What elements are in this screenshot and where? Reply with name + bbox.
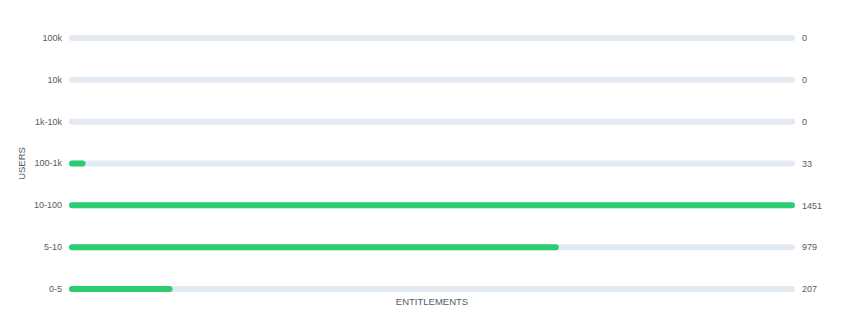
bar (69, 77, 70, 83)
track (69, 161, 795, 167)
tick-label: 10k (47, 75, 62, 85)
bar (69, 119, 70, 125)
bar (69, 286, 173, 292)
tick-label: 100-1k (34, 158, 62, 168)
track (69, 244, 795, 250)
data-label: 0 (802, 117, 807, 127)
tick: 5-10 (44, 242, 62, 252)
chart: 100k 10k 1k-10k 100-1k 10-100 5-10 0-5 0 0 0 33 145… (0, 0, 849, 321)
data-labels: 0 0 0 33 1451 979 207 (802, 33, 822, 294)
tick: 10-100 (34, 200, 62, 210)
tick-label: 100k (42, 33, 62, 43)
tick-label: 0-5 (49, 284, 62, 294)
data-label: 0 (802, 75, 807, 85)
track (69, 77, 795, 83)
tick-label: 5-10 (44, 242, 62, 252)
data-label: 207 (802, 284, 817, 294)
tick-label: 10-100 (34, 200, 62, 210)
data-label: 0 (802, 33, 807, 43)
bar (69, 161, 86, 167)
track (69, 286, 795, 292)
bars (69, 161, 795, 293)
y-axis-title: USERS (16, 147, 27, 180)
tick: 1k-10k (35, 117, 63, 127)
bar (69, 35, 70, 41)
tick: 100k (42, 33, 62, 43)
x-axis-title: ENTITLEMENTS (396, 296, 468, 307)
tick: 0-5 (49, 284, 62, 294)
data-label: 979 (802, 242, 817, 252)
tick-label: 1k-10k (35, 117, 63, 127)
tick: 100-1k (34, 158, 62, 168)
tracks (69, 35, 795, 292)
tick: 10k (47, 75, 62, 85)
track (69, 119, 795, 125)
data-label: 33 (802, 159, 812, 169)
track (69, 202, 795, 208)
y-axis: 100k 10k 1k-10k 100-1k 10-100 5-10 0-5 (34, 33, 63, 294)
track (69, 35, 795, 41)
data-label: 1451 (802, 201, 822, 211)
bar (69, 244, 559, 250)
bar (69, 202, 795, 208)
